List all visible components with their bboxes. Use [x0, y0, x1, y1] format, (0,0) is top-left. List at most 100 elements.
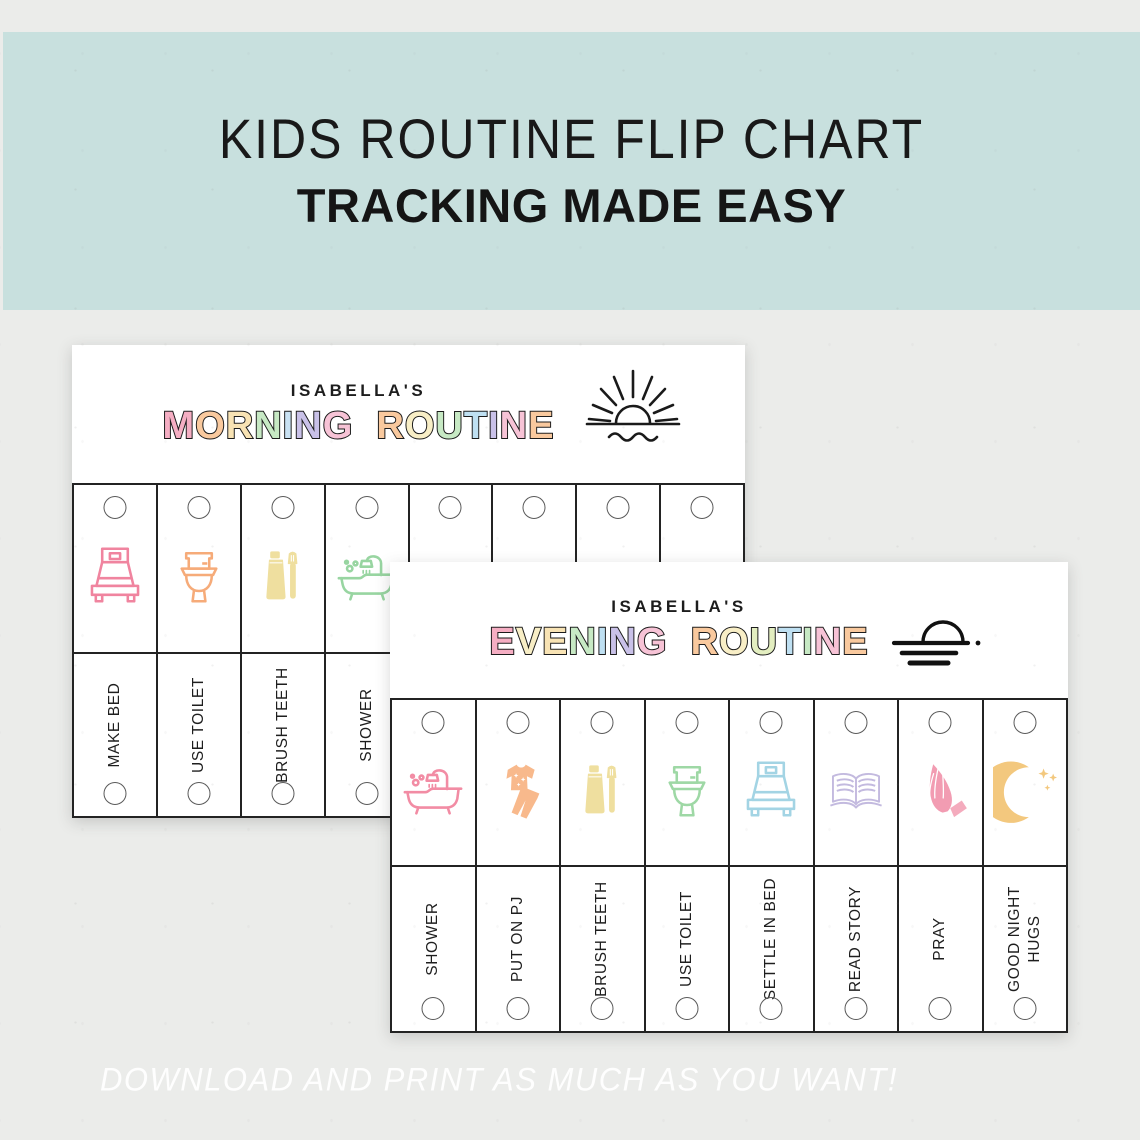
punch-hole [271, 496, 295, 519]
punch-hole [590, 997, 614, 1020]
title-letter: U [434, 404, 464, 448]
icon-cell [476, 700, 559, 867]
label-cell: USE TOILET [158, 654, 240, 816]
bed-icon [83, 546, 147, 610]
icon-cell [325, 485, 408, 654]
title-letter: I [801, 620, 814, 664]
routine-column: USE TOILET [645, 700, 730, 1031]
banner-subtitle: TRACKING MADE EASY [296, 178, 847, 232]
routine-step-label: PUT ON PJ [508, 896, 526, 983]
title-letter: I [596, 620, 609, 664]
label-cell: GOOD NIGHT HUGS [984, 867, 1067, 1031]
punch-hole [928, 711, 952, 734]
routine-column: GOOD NIGHT HUGS [983, 700, 1068, 1031]
title-letter: E [527, 404, 555, 448]
title-letter: N [813, 620, 843, 664]
icon-cell [561, 700, 644, 867]
banner-title: KIDS ROUTINE FLIP CHART [218, 107, 925, 170]
label-cell: PRAY [899, 867, 982, 1031]
title-letter: I [487, 404, 500, 448]
icon-cell [899, 700, 982, 867]
moon-stars-icon [992, 760, 1057, 824]
punch-hole [844, 711, 868, 734]
punch-hole [103, 496, 127, 519]
punch-hole [355, 782, 379, 805]
label-cell: SHOWER [392, 867, 475, 1031]
icon-cell [730, 700, 813, 867]
title-letter: N [293, 404, 323, 448]
punch-hole [421, 711, 445, 734]
title-letter: O [194, 404, 226, 448]
label-cell: USE TOILET [646, 867, 729, 1031]
routine-step-label: GOOD NIGHT HUGS [1005, 886, 1043, 993]
punch-hole [187, 782, 211, 805]
punch-hole [355, 496, 379, 519]
title-letter: E [541, 620, 569, 664]
title-letter: R [375, 404, 405, 448]
icon-cell [983, 700, 1066, 867]
routine-column: BRUSH TEETH [241, 485, 326, 816]
title-letter: U [749, 620, 779, 664]
sunset-icon [890, 590, 998, 676]
title-letter: G [322, 404, 354, 448]
punch-hole [759, 997, 783, 1020]
routine-step-label: SETTLE IN BED [762, 877, 780, 1001]
icon-cell [74, 485, 156, 654]
pajamas-icon [486, 760, 550, 824]
routine-step-label: MAKE BED [105, 682, 123, 768]
icon-cell [157, 485, 240, 654]
punch-hole [759, 711, 783, 734]
bed-icon [739, 760, 803, 824]
routine-column: READ STORY [814, 700, 899, 1031]
routine-step-label: USE TOILET [189, 677, 207, 774]
punch-hole [271, 782, 295, 805]
punch-hole [187, 496, 211, 519]
icon-cell [241, 485, 324, 654]
punch-hole [675, 997, 699, 1020]
title-letter: N [499, 404, 529, 448]
title-letter [667, 621, 690, 663]
punch-hole [438, 496, 462, 519]
punch-hole [928, 997, 952, 1020]
routine-step-label: BRUSH TEETH [593, 881, 611, 998]
evening-owner-name: ISABELLA'S [611, 596, 747, 616]
top-banner: KIDS ROUTINE FLIP CHART TRACKING MADE EA… [3, 32, 1140, 310]
label-cell: SETTLE IN BED [730, 867, 813, 1031]
label-cell: READ STORY [815, 867, 898, 1031]
title-letter [353, 405, 376, 447]
routine-step-label: USE TOILET [677, 891, 695, 988]
title-letter: T [777, 620, 803, 664]
routine-column: PUT ON PJ [476, 700, 561, 1031]
title-letter: N [607, 620, 637, 664]
title-letter: G [636, 620, 668, 664]
title-letter: R [225, 404, 255, 448]
sunrise-icon [583, 363, 683, 463]
punch-hole [844, 997, 868, 1020]
routine-column: PRAY [899, 700, 984, 1031]
title-letter: R [690, 620, 720, 664]
icon-cell [645, 700, 728, 867]
toilet-icon [655, 760, 719, 824]
icon-cell [392, 700, 475, 867]
punch-hole [606, 496, 630, 519]
label-cell: PUT ON PJ [477, 867, 560, 1031]
toothbrush-icon [570, 760, 634, 824]
title-letter: N [253, 404, 283, 448]
evening-flip-grid: SHOWER PUT ON PJ BRUSH TEETH USE TOILET SETT… [390, 698, 1068, 1033]
punch-hole [675, 711, 699, 734]
label-cell: BRUSH TEETH [561, 867, 644, 1031]
toilet-icon [167, 546, 231, 610]
punch-hole [103, 782, 127, 805]
routine-column: MAKE BED [74, 485, 158, 816]
routine-column: SHOWER [392, 700, 477, 1031]
bathtub-icon [335, 546, 399, 610]
routine-step-label: SHOWER [424, 902, 442, 976]
punch-hole [1013, 997, 1037, 1020]
book-icon [824, 760, 888, 824]
punch-hole [522, 496, 546, 519]
evening-title: EVENING ROUTINE [488, 620, 868, 664]
footer-tagline: DOWNLOAD AND PRINT AS MUCH AS YOU WANT! [100, 1061, 898, 1098]
routine-step-label: PRAY [931, 917, 949, 961]
icon-cell [814, 700, 897, 867]
evening-routine-card: ISABELLA'S EVENING ROUTINE SHOWER PUT ON … [390, 562, 1068, 1033]
